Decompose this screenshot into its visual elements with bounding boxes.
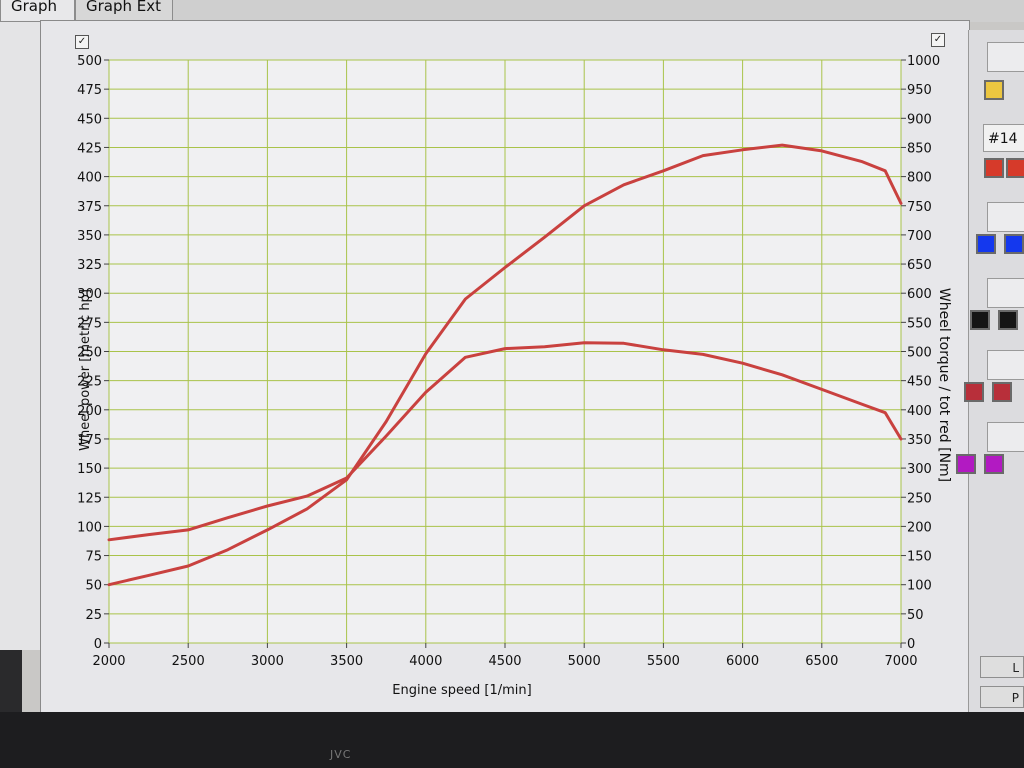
monitor-bezel: JVC <box>0 712 1024 768</box>
color-swatch-yellow[interactable] <box>984 80 1004 100</box>
color-swatch-black[interactable] <box>970 310 990 330</box>
color-swatch-blue[interactable] <box>976 234 996 254</box>
color-swatch-red[interactable] <box>964 382 984 402</box>
graph-panel: ✓ ✓ <box>40 20 970 720</box>
color-swatch-orange-red[interactable] <box>984 158 1004 178</box>
legend-slot-4[interactable] <box>987 350 1024 380</box>
tab-graph-ext[interactable]: Graph Ext <box>75 0 173 22</box>
color-swatch-orange-red-2[interactable] <box>1006 158 1024 178</box>
legend-slot-5[interactable] <box>987 422 1024 452</box>
color-swatch-red-2[interactable] <box>992 382 1012 402</box>
color-swatch-magenta[interactable] <box>956 454 976 474</box>
right-axis-checkbox[interactable]: ✓ <box>931 33 945 47</box>
legend-slot-1[interactable] <box>987 42 1024 72</box>
tab-bar: Graph Graph Ext <box>0 0 1024 22</box>
run-label: #14 <box>983 124 1024 152</box>
left-axis-checkbox[interactable]: ✓ <box>75 35 89 49</box>
color-swatch-black-2[interactable] <box>998 310 1018 330</box>
side-button-2[interactable]: P <box>980 686 1024 708</box>
left-sidebar-strip <box>0 0 41 650</box>
legend-slot-2[interactable] <box>987 202 1024 232</box>
monitor-brand-logo: JVC <box>330 748 352 761</box>
color-swatch-blue-2[interactable] <box>1004 234 1024 254</box>
right-legend-panel: #14 <box>968 30 1024 720</box>
color-swatch-magenta-2[interactable] <box>984 454 1004 474</box>
tab-graph[interactable]: Graph <box>0 0 75 22</box>
side-button-1[interactable]: L <box>980 656 1024 678</box>
legend-slot-3[interactable] <box>987 278 1024 308</box>
